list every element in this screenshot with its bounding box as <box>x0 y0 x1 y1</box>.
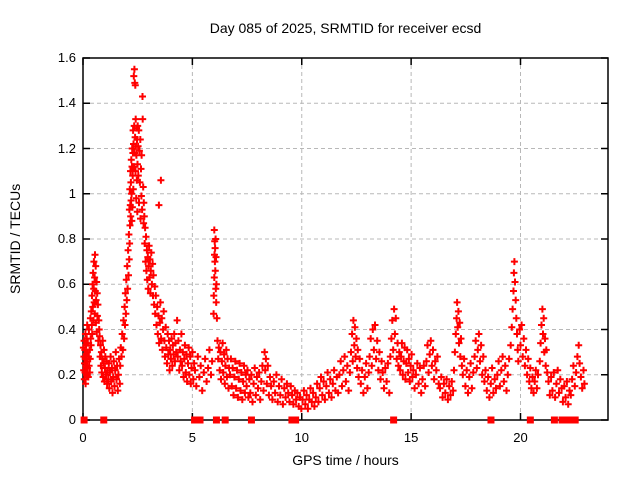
y-tick-label: 0.2 <box>57 366 76 382</box>
zero-flag-square <box>550 416 558 424</box>
y-tick-label: 1 <box>68 185 76 201</box>
x-tick-label: 15 <box>403 430 419 445</box>
y-tick-label: 0.8 <box>57 231 76 246</box>
x-axis-label: GPS time / hours <box>292 452 399 468</box>
y-tick-label: 1.4 <box>57 95 76 111</box>
zero-flag-square <box>487 416 495 424</box>
y-tick-label: 1.6 <box>57 50 76 65</box>
x-tick-label: 5 <box>188 430 196 445</box>
x-tick-label: 0 <box>79 430 87 445</box>
x-tick-label: 20 <box>513 430 528 445</box>
zero-flag-square <box>288 416 296 424</box>
zero-flag-square <box>80 416 88 424</box>
zero-flag-square <box>526 416 534 424</box>
zero-flag-square <box>247 416 255 424</box>
zero-flag-square <box>571 416 579 424</box>
chart-title: Day 085 of 2025, SRMTID for receiver ecs… <box>209 20 482 36</box>
zero-flag-square <box>100 416 108 424</box>
zero-flag-square <box>212 416 220 424</box>
zero-flag-square <box>221 416 229 424</box>
zero-flag-square <box>558 416 566 424</box>
data-points-plus <box>79 65 588 413</box>
x-tick-label: 10 <box>294 430 309 445</box>
zero-flag-square <box>196 416 204 424</box>
zero-flag-square <box>390 416 398 424</box>
zero-flag-square <box>565 416 573 424</box>
y-tick-label: 0.6 <box>57 276 76 292</box>
zero-flag-square <box>292 416 300 424</box>
y-tick-label: 0.4 <box>57 321 76 337</box>
y-tick-label: 0 <box>68 412 76 427</box>
y-tick-label: 1.2 <box>57 140 76 156</box>
